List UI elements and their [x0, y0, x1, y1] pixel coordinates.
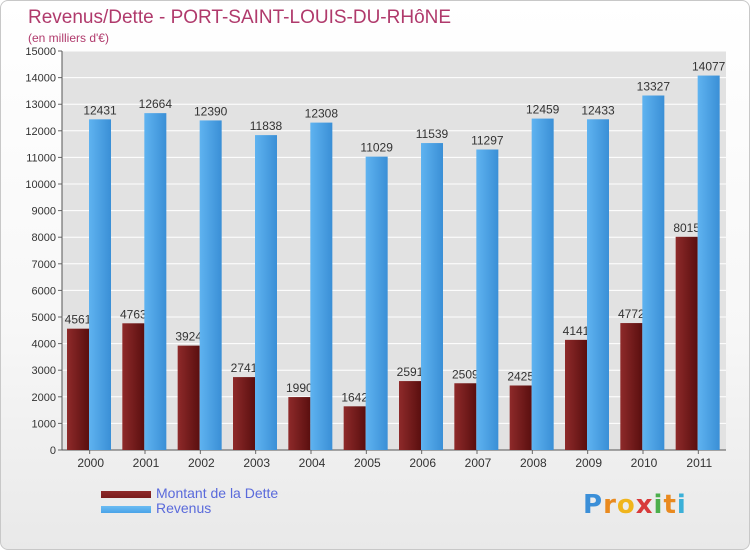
x-tick-label: 2005	[354, 456, 381, 470]
chart-title: Revenus/Dette - PORT-SAINT-LOUIS-DU-RHôN…	[28, 7, 452, 28]
bar-dette	[675, 236, 698, 450]
bar-revenus	[531, 118, 554, 450]
data-label-dette: 8015	[673, 221, 700, 235]
bar-revenus	[310, 122, 333, 450]
logo-letter: i	[653, 490, 664, 520]
logo-letter: r	[603, 490, 617, 520]
data-label-revenus: 14077	[692, 60, 726, 74]
legend-label-revenus: Revenus	[156, 500, 212, 516]
y-tick-label: 15000	[25, 46, 56, 58]
x-tick-label: 2010	[631, 456, 658, 470]
data-label-revenus: 11029	[360, 141, 393, 155]
legend-swatch-revenus	[101, 506, 151, 513]
data-label-dette: 4561	[65, 313, 92, 327]
data-label-dette: 2591	[397, 365, 424, 379]
y-tick-label: 12000	[25, 126, 56, 138]
data-label-revenus: 12390	[194, 104, 228, 118]
data-label-dette: 4763	[120, 307, 147, 321]
x-tick-label: 2003	[243, 456, 270, 470]
bar-dette	[177, 345, 200, 450]
x-tick-label: 2009	[575, 456, 602, 470]
data-label-dette: 2741	[231, 361, 258, 375]
bar-dette	[509, 385, 532, 450]
x-tick-label: 2004	[299, 456, 326, 470]
y-tick-label: 2000	[32, 392, 56, 404]
y-tick-label: 9000	[32, 206, 56, 218]
plot-area	[62, 51, 726, 450]
bar-revenus	[199, 120, 222, 451]
y-tick-label: 10000	[25, 179, 56, 191]
x-tick-label: 2007	[465, 456, 492, 470]
data-label-revenus: 11838	[250, 119, 283, 133]
data-label-revenus: 11539	[416, 127, 449, 141]
bar-dette	[67, 328, 89, 450]
y-tick-label: 7000	[32, 259, 56, 271]
logo-letter: P	[583, 490, 604, 520]
y-tick-label: 4000	[32, 339, 56, 351]
bar-revenus	[587, 119, 609, 451]
logo-letter: t	[663, 490, 677, 520]
bar-dette	[399, 381, 421, 450]
data-label-revenus: 12459	[526, 103, 560, 117]
bar-revenus	[421, 143, 443, 450]
data-label-revenus: 12433	[581, 103, 615, 117]
x-tick-label: 2008	[520, 456, 547, 470]
y-tick-label: 6000	[32, 285, 56, 297]
proxiti-logo: Proxiti	[583, 490, 687, 520]
bar-dette	[343, 406, 366, 450]
bar-revenus	[697, 75, 720, 450]
bar-revenus	[642, 95, 665, 450]
y-tick-label: 0	[50, 445, 56, 457]
bar-dette	[122, 323, 145, 450]
legend-label-dette: Montant de la Dette	[156, 485, 279, 501]
data-label-revenus: 11297	[471, 133, 504, 147]
bar-dette	[233, 377, 255, 450]
data-label-dette: 3924	[175, 330, 202, 344]
logo-letter: o	[616, 490, 636, 520]
data-label-revenus: 13327	[637, 80, 671, 94]
data-label-dette: 1642	[341, 390, 368, 404]
data-label-revenus: 12308	[305, 107, 339, 121]
data-label-dette: 2509	[452, 367, 479, 381]
x-tick-label: 2011	[686, 456, 712, 470]
logo-letter: x	[635, 490, 654, 520]
bar-revenus	[365, 156, 388, 450]
bar-dette	[620, 323, 643, 450]
bar-revenus	[476, 149, 499, 450]
x-tick-label: 2002	[188, 456, 215, 470]
bar-dette	[454, 383, 477, 450]
data-label-dette: 2425	[507, 369, 534, 383]
x-tick-label: 2006	[409, 456, 436, 470]
y-tick-label: 14000	[25, 73, 56, 85]
legend-swatch-dette	[101, 491, 151, 498]
logo-letter: i	[676, 490, 687, 520]
data-label-revenus: 12664	[139, 97, 173, 111]
data-label-dette: 4141	[563, 324, 590, 338]
y-tick-label: 8000	[32, 232, 56, 244]
y-tick-label: 11000	[26, 152, 56, 164]
y-tick-label: 13000	[25, 99, 56, 111]
y-tick-label: 1000	[32, 418, 56, 430]
bar-dette	[288, 397, 311, 450]
x-tick-label: 2001	[133, 456, 160, 470]
y-tick-label: 3000	[32, 365, 56, 377]
data-label-dette: 1990	[286, 381, 313, 395]
y-tick-label: 5000	[32, 312, 56, 324]
chart-subtitle: (en milliers d'€)	[28, 31, 109, 45]
bar-dette	[565, 339, 587, 450]
bar-revenus	[255, 135, 277, 451]
bar-revenus	[89, 119, 111, 451]
bar-revenus	[144, 113, 167, 450]
data-label-revenus: 12431	[83, 103, 117, 117]
data-label-dette: 4772	[618, 307, 645, 321]
x-tick-label: 2000	[77, 456, 104, 470]
